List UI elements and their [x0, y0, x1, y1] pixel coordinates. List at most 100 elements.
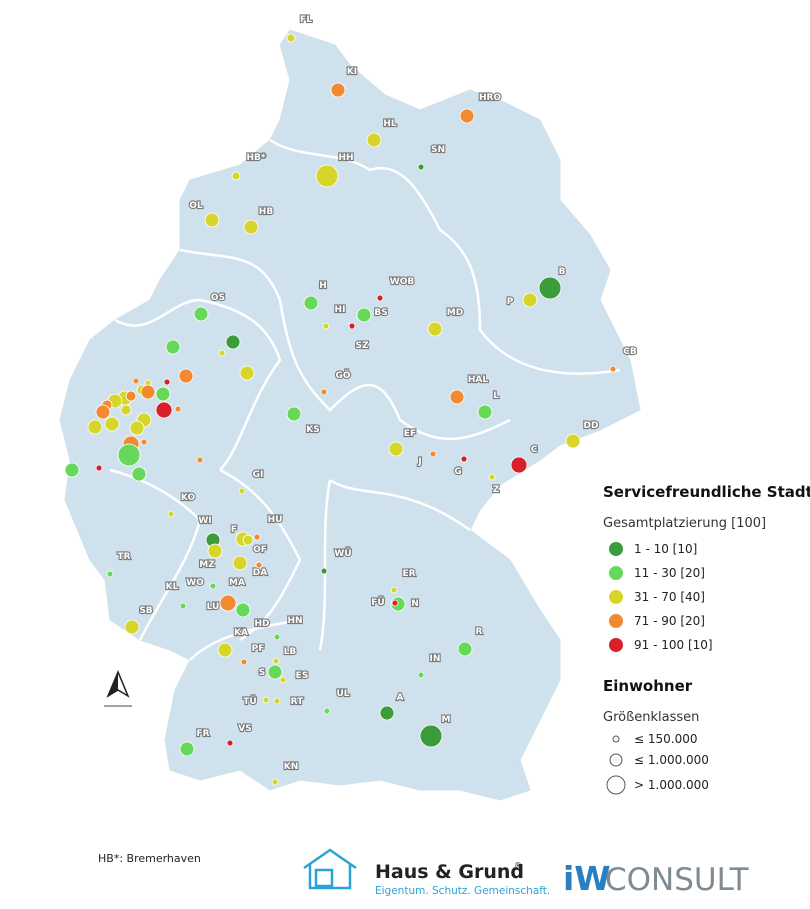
city-dot — [376, 294, 384, 302]
city-dot — [315, 164, 339, 188]
city-dot — [488, 473, 496, 481]
city-dot — [322, 322, 330, 330]
city-label: GÖ — [335, 370, 350, 381]
logo-text: iW — [563, 859, 611, 898]
city-dot — [419, 724, 443, 748]
city-dot — [538, 276, 562, 300]
city-label: KO — [181, 493, 196, 503]
city-dot — [348, 322, 356, 330]
city-dot — [267, 664, 283, 680]
city-dot — [271, 778, 279, 786]
city-label: PF — [252, 644, 265, 654]
city-dot — [330, 82, 346, 98]
city-dot — [117, 443, 141, 467]
city-label: GI — [253, 470, 264, 480]
city-dot — [273, 633, 281, 641]
city-label: A — [397, 693, 404, 703]
city-label: FR — [196, 729, 209, 739]
city-dot — [87, 419, 103, 435]
city-label: LB — [284, 647, 297, 657]
city-dot — [457, 641, 473, 657]
legend-label: ≤ 150.000 — [634, 732, 698, 746]
city-dot — [242, 534, 254, 546]
city-label: KN — [284, 762, 299, 772]
city-dot — [218, 349, 226, 357]
city-label: FL — [300, 15, 312, 25]
legend-swatch — [609, 566, 623, 580]
city-dot — [207, 543, 223, 559]
city-dot — [240, 658, 248, 666]
logo-text: Haus & Grund — [375, 861, 524, 883]
city-dot — [140, 384, 156, 400]
city-label: J — [417, 457, 421, 467]
legend-title: Servicefreundliche Stadt — [603, 483, 810, 501]
city-dot — [232, 555, 248, 571]
city-label: G — [454, 467, 461, 477]
city-label: FÜ — [371, 597, 384, 608]
legend-subtitle: Gesamtplatzierung [100] — [603, 516, 766, 531]
city-dot — [279, 676, 287, 684]
city-dot — [239, 365, 255, 381]
city-label: S — [259, 668, 265, 678]
city-dot — [124, 619, 140, 635]
city-label: L — [493, 391, 499, 401]
city-label: SB — [139, 606, 152, 616]
city-label: HB — [259, 207, 274, 217]
city-dot — [178, 368, 194, 384]
legend-swatch — [609, 590, 623, 604]
city-dot — [193, 306, 209, 322]
city-label: F — [231, 525, 237, 535]
city-dot — [129, 420, 145, 436]
city-label: LU — [207, 602, 220, 612]
city-dot — [273, 697, 281, 705]
city-label: WI — [198, 516, 211, 526]
city-dot — [174, 405, 182, 413]
city-label: HH — [338, 153, 353, 163]
city-dot — [255, 561, 263, 569]
city-dot — [95, 464, 103, 472]
city-label: H — [319, 281, 327, 291]
city-dot — [225, 334, 241, 350]
city-dot — [104, 416, 120, 432]
city-dot — [427, 321, 443, 337]
city-label: VS — [238, 724, 251, 734]
city-dot — [179, 741, 195, 757]
city-label: MD — [447, 308, 463, 318]
legend-label: > 1.000.000 — [634, 778, 709, 792]
city-dot — [390, 586, 398, 594]
city-label: HN — [287, 616, 302, 626]
city-dot — [165, 339, 181, 355]
city-dot — [477, 404, 493, 420]
legend-swatch — [609, 638, 623, 652]
city-label: UL — [336, 689, 349, 699]
city-label: IN — [430, 654, 441, 664]
city-dot — [167, 510, 175, 518]
city-label: KS — [306, 425, 319, 435]
city-label: KA — [234, 628, 248, 638]
city-label: TÜ — [243, 696, 256, 707]
city-dot — [155, 386, 171, 402]
city-dot — [140, 438, 148, 446]
city-dot — [253, 533, 261, 541]
legend-label: 1 - 10 [10] — [634, 542, 697, 556]
city-dot — [196, 456, 204, 464]
city-dot — [510, 456, 528, 474]
north-arrow — [104, 670, 132, 707]
city-dot — [155, 401, 173, 419]
city-label: WÜ — [334, 548, 351, 559]
city-dot — [388, 441, 404, 457]
legend-label: 31 - 70 [40] — [634, 590, 705, 604]
city-label: EF — [404, 429, 416, 439]
city-label: MZ — [199, 560, 215, 570]
city-label: M — [442, 715, 451, 725]
city-dot — [217, 642, 233, 658]
city-label: KL — [166, 582, 179, 592]
city-dot — [95, 404, 111, 420]
city-dot — [565, 433, 581, 449]
city-label: DD — [584, 421, 599, 431]
city-dot — [609, 365, 617, 373]
city-dot — [243, 219, 259, 235]
city-dot — [262, 696, 270, 704]
city-dot — [231, 171, 241, 181]
